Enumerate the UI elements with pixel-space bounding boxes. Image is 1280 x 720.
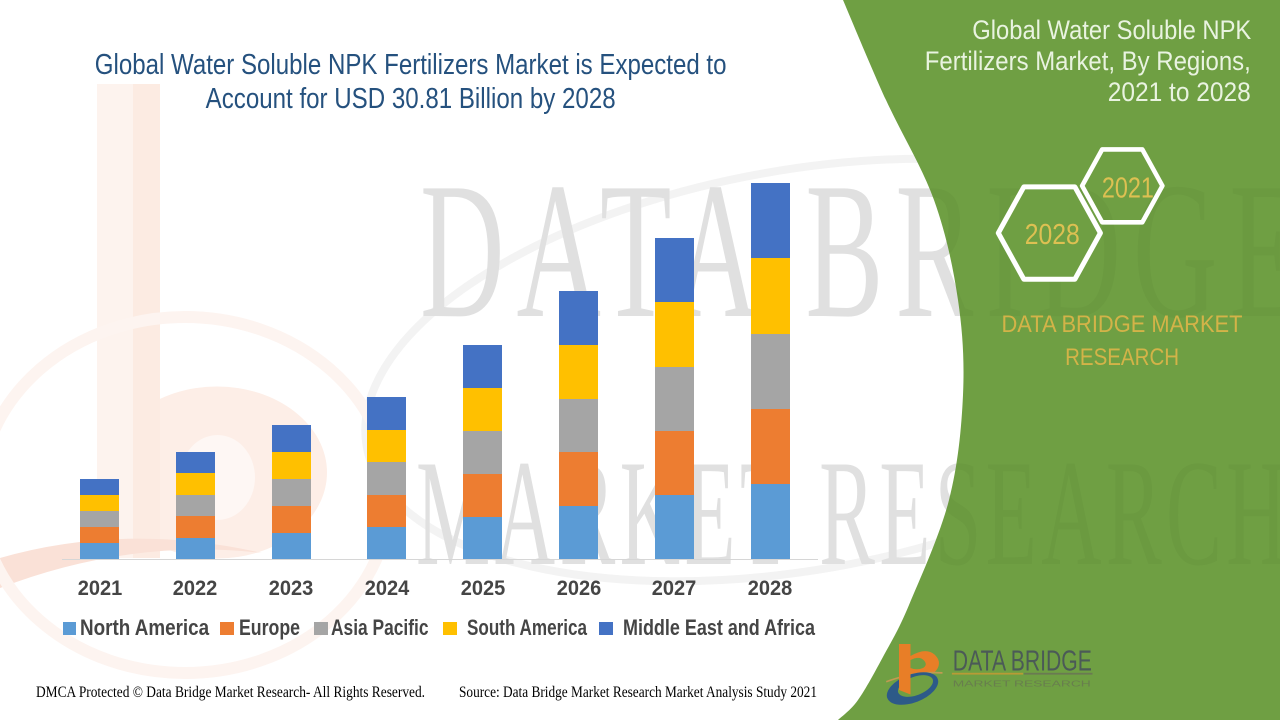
svg-text:2021: 2021 (1102, 172, 1154, 204)
svg-text:DATA BRIDGE: DATA BRIDGE (953, 645, 1092, 677)
svg-text:MARKET RESEARCH: MARKET RESEARCH (953, 678, 1091, 688)
svg-text:2028: 2028 (1025, 219, 1080, 251)
